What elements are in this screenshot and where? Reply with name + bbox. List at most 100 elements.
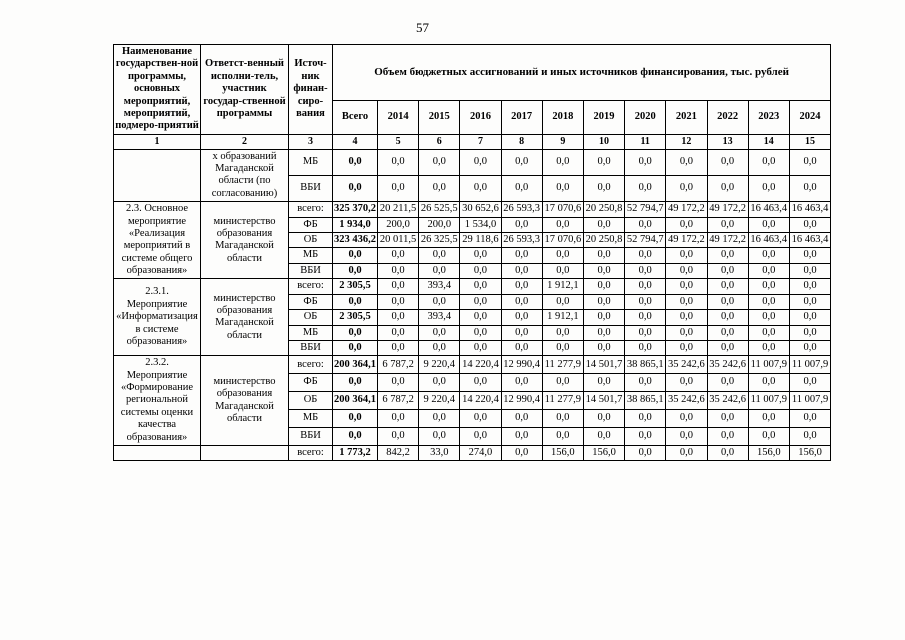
year-value-cell: 11 007,9 xyxy=(788,391,832,411)
header-column-number: 6 xyxy=(418,133,461,150)
year-value-cell: 20 250,8 xyxy=(582,231,626,249)
year-value-cell: 26 593,3 xyxy=(500,231,543,249)
year-value-cell: 0,0 xyxy=(418,324,461,341)
year-value-cell: 842,2 xyxy=(376,444,420,462)
year-value-cell: 1 912,1 xyxy=(541,278,584,295)
table-row: 2.3. Основное мероприятие «Реализация ме… xyxy=(113,201,832,280)
year-value-cell: 156,0 xyxy=(541,444,584,462)
year-value-cell: 0,0 xyxy=(376,262,420,280)
funding-source-cell: всего: xyxy=(288,201,333,218)
year-value-cell: 0,0 xyxy=(665,444,708,462)
total-value-cell: 0,0 xyxy=(332,373,378,393)
header-year: 2021 xyxy=(665,100,708,135)
year-value-cell: 0,0 xyxy=(500,148,543,176)
header-column-number: 4 xyxy=(332,133,378,150)
year-value-cell: 38 865,1 xyxy=(624,391,667,411)
executor-cell: министерство образования Магаданской обл… xyxy=(200,278,289,357)
funding-source-cell: МБ xyxy=(288,324,333,341)
year-value-cell: 156,0 xyxy=(747,444,790,462)
year-value-cell: 0,0 xyxy=(459,262,502,280)
year-value-cell: 35 242,6 xyxy=(665,391,708,411)
table-row: всего: 1 773,2 842,2 33,0 274,0 0,0 156,0 156,0… xyxy=(113,444,832,462)
year-value-cell: 0,0 xyxy=(788,247,832,264)
year-value-cell: 0,0 xyxy=(582,309,626,326)
year-value-cell: 0,0 xyxy=(459,247,502,264)
year-value-cell: 0,0 xyxy=(706,174,749,203)
year-value-cell: 0,0 xyxy=(541,324,584,341)
year-value-cell: 0,0 xyxy=(500,293,543,311)
year-value-cell: 0,0 xyxy=(624,324,667,341)
year-value-cell: 0,0 xyxy=(582,426,626,446)
year-value-cell: 11 277,9 xyxy=(541,391,584,411)
year-value-cell: 0,0 xyxy=(788,426,832,446)
year-value-cell: 0,0 xyxy=(665,148,708,176)
year-value-cell: 0,0 xyxy=(747,339,790,357)
header-column-number: 8 xyxy=(500,133,543,150)
program-name-cell: 2.3.2. Мероприятие «Формировани­е регион… xyxy=(113,355,201,446)
year-value-cell: 0,0 xyxy=(376,426,420,446)
year-value-cell: 0,0 xyxy=(665,216,708,234)
year-value-cell: 0,0 xyxy=(706,148,749,176)
year-value-cell: 0,0 xyxy=(747,309,790,326)
year-value-cell: 9 220,4 xyxy=(418,391,461,411)
year-value-cell: 0,0 xyxy=(788,293,832,311)
year-value-cell: 52 794,7 xyxy=(624,201,667,218)
year-value-cell: 12 990,4 xyxy=(500,355,543,375)
year-value-cell: 0,0 xyxy=(624,216,667,234)
total-value-cell: 2 305,5 xyxy=(332,309,378,326)
year-value-cell: 0,0 xyxy=(624,148,667,176)
header-year: 2018 xyxy=(541,100,584,135)
total-value-cell: 0,0 xyxy=(332,293,378,311)
table-row: 2.3.2. Мероприятие «Формировани­е регион… xyxy=(113,355,832,446)
year-value-cell: 0,0 xyxy=(624,247,667,264)
year-value-cell: 0,0 xyxy=(788,324,832,341)
year-value-cell: 49 172,2 xyxy=(706,231,749,249)
header-year: 2023 xyxy=(747,100,790,135)
program-name-cell xyxy=(113,148,201,203)
header-column-number: 9 xyxy=(541,133,584,150)
funding-source-cell: ОБ xyxy=(288,309,333,326)
year-value-cell: 0,0 xyxy=(624,278,667,295)
year-value-cell: 0,0 xyxy=(418,148,461,176)
year-value-cell: 0,0 xyxy=(582,247,626,264)
year-value-cell: 38 865,1 xyxy=(624,355,667,375)
funding-source-cell: ВБИ xyxy=(288,262,333,280)
year-value-cell: 14 501,7 xyxy=(582,355,626,375)
year-value-cell: 0,0 xyxy=(541,409,584,428)
funding-source-cell: МБ xyxy=(288,148,333,176)
year-value-cell: 0,0 xyxy=(459,339,502,357)
header-column-number: 7 xyxy=(459,133,502,150)
year-value-cell: 0,0 xyxy=(459,293,502,311)
year-value-cell: 0,0 xyxy=(665,247,708,264)
header-column-number: 3 xyxy=(288,133,333,150)
year-value-cell: 0,0 xyxy=(459,148,502,176)
page-number: 57 xyxy=(416,20,429,35)
year-value-cell: 6 787,2 xyxy=(376,391,420,411)
total-value-cell: 0,0 xyxy=(332,174,378,203)
total-value-cell: 0,0 xyxy=(332,324,378,341)
year-value-cell: 0,0 xyxy=(500,262,543,280)
funding-source-cell: МБ xyxy=(288,247,333,264)
header-column-number: 10 xyxy=(582,133,626,150)
year-value-cell: 20 250,8 xyxy=(582,201,626,218)
year-value-cell: 0,0 xyxy=(582,216,626,234)
year-value-cell: 0,0 xyxy=(747,324,790,341)
year-value-cell: 0,0 xyxy=(376,339,420,357)
year-value-cell: 0,0 xyxy=(706,339,749,357)
year-value-cell: 0,0 xyxy=(582,278,626,295)
total-value-cell: 323 436,2 xyxy=(332,231,378,249)
year-value-cell: 0,0 xyxy=(706,216,749,234)
year-value-cell: 0,0 xyxy=(582,293,626,311)
year-value-cell: 0,0 xyxy=(500,409,543,428)
header-year: 2016 xyxy=(459,100,502,135)
year-value-cell: 14 220,4 xyxy=(459,391,502,411)
year-value-cell: 0,0 xyxy=(747,278,790,295)
year-value-cell: 0,0 xyxy=(788,278,832,295)
year-value-cell: 26 593,3 xyxy=(500,201,543,218)
year-value-cell: 1 534,0 xyxy=(459,216,502,234)
year-value-cell: 0,0 xyxy=(706,278,749,295)
year-value-cell: 0,0 xyxy=(500,426,543,446)
year-value-cell: 20 211,5 xyxy=(376,201,420,218)
year-value-cell: 156,0 xyxy=(788,444,832,462)
